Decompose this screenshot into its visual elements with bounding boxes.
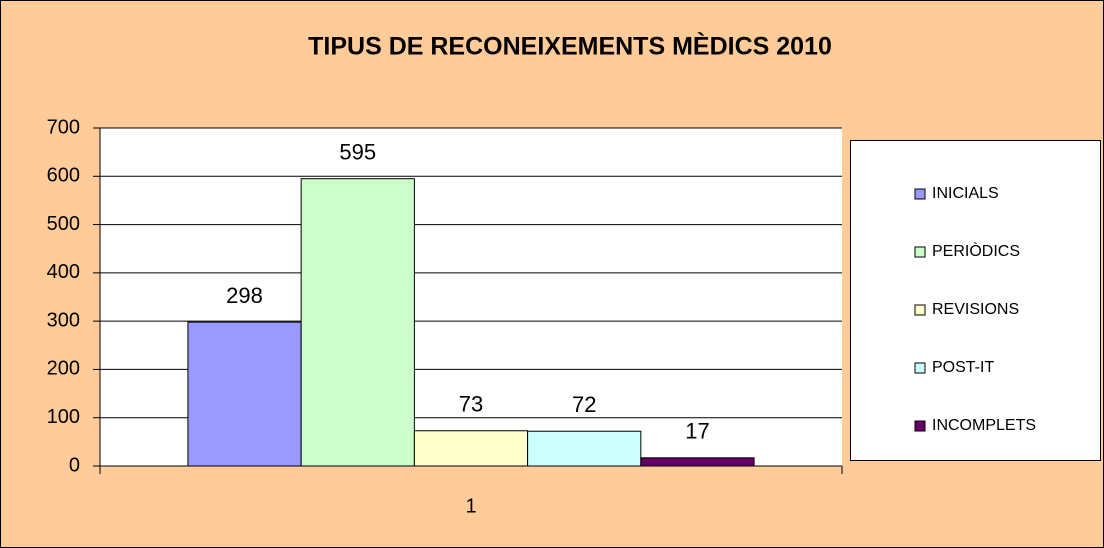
y-tick-label: 600 <box>47 165 80 187</box>
legend-label: REVISIONS <box>932 301 1019 318</box>
legend-label: POST-IT <box>932 359 994 376</box>
legend-label: INCOMPLETS <box>932 417 1036 434</box>
data-label: 595 <box>339 140 376 165</box>
legend <box>850 140 1101 461</box>
bar <box>413 430 529 467</box>
y-tick-label: 400 <box>47 261 80 283</box>
legend-swatch <box>914 246 926 258</box>
legend-swatch <box>914 420 926 432</box>
legend-swatch <box>914 304 926 316</box>
legend-swatch <box>914 188 926 200</box>
y-tick-label: 300 <box>47 309 80 331</box>
legend-label: PERIÒDICS <box>932 241 1020 260</box>
bar <box>527 430 642 467</box>
chart-title: TIPUS DE RECONEIXEMENTS MÈDICS 2010 <box>308 32 832 61</box>
data-label: 17 <box>685 419 709 444</box>
data-label: 72 <box>572 392 596 417</box>
bar <box>300 178 415 467</box>
data-label: 298 <box>226 283 263 308</box>
legend-label: INICIALS <box>932 185 999 202</box>
data-label: 73 <box>459 392 483 417</box>
x-tick-label: 1 <box>465 495 476 517</box>
y-tick-label: 700 <box>47 116 80 138</box>
y-tick-label: 0 <box>69 454 80 476</box>
y-tick-label: 100 <box>47 406 80 428</box>
bar <box>640 457 755 467</box>
y-tick-label: 200 <box>47 358 80 380</box>
legend-swatch <box>914 362 926 374</box>
bar <box>187 321 302 467</box>
y-tick-label: 500 <box>47 213 80 235</box>
